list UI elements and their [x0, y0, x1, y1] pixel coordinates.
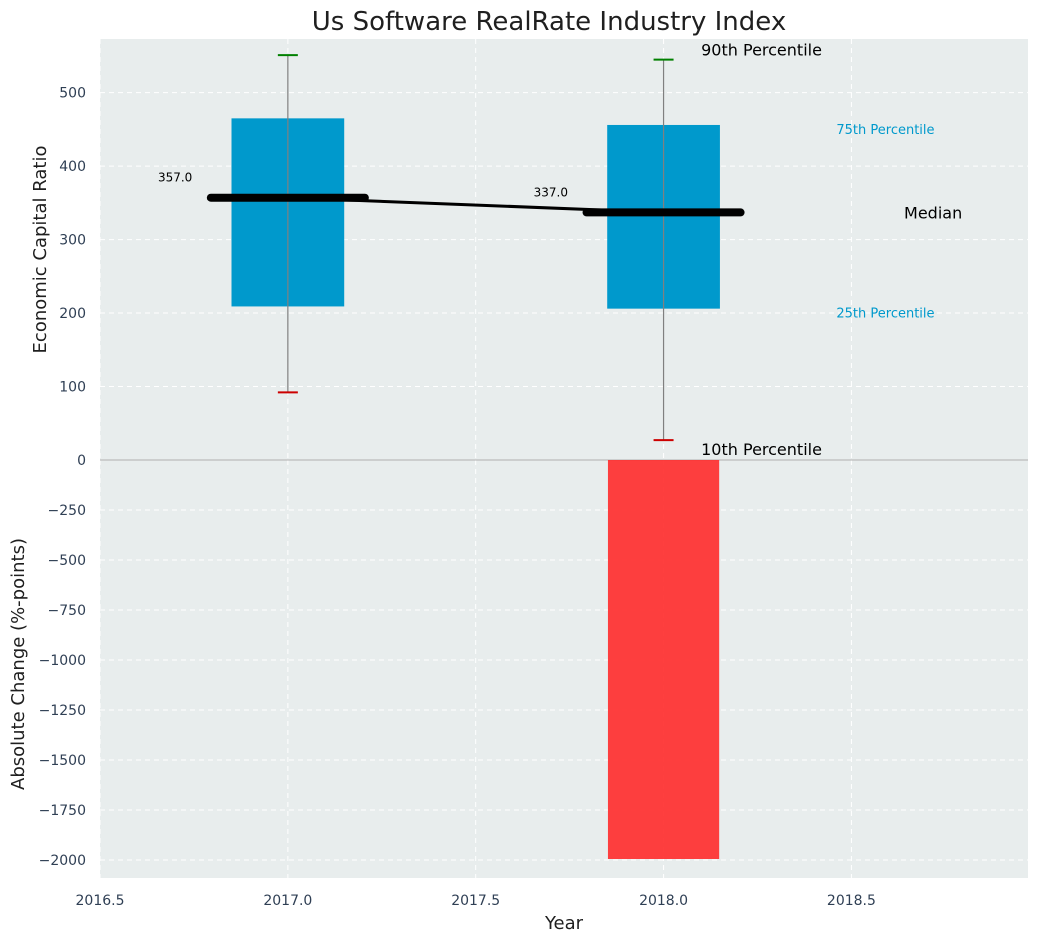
median-annotation: Median — [904, 203, 962, 222]
bottom-y-axis-title: Absolute Change (%-points) — [8, 538, 29, 790]
bottom-y-tick-label: −1750 — [39, 803, 86, 819]
median-value-label: 357.0 — [158, 171, 192, 185]
bottom-y-tick-label: 0 — [77, 453, 86, 469]
bottom-y-tick-label: −750 — [48, 603, 86, 619]
chart-marks: 100 200 300 400 500 0 −250 −500 −750 −1000 −1250 −1… — [39, 39, 1028, 909]
p10-annotation: 10th Percentile — [701, 440, 822, 459]
bottom-y-tick-label: −1500 — [39, 753, 86, 769]
top-y-tick-label: 100 — [59, 380, 86, 396]
bottom-y-tick-label: −500 — [48, 553, 86, 569]
top-y-tick-label: 300 — [59, 233, 86, 249]
bottom-y-tick-label: −1000 — [39, 653, 86, 669]
top-y-axis-title: Economic Capital Ratio — [30, 146, 51, 354]
top-y-tick-label: 400 — [59, 159, 86, 175]
top-y-tick-label: 500 — [59, 86, 86, 102]
p75-annotation: 75th Percentile — [836, 123, 934, 138]
x-tick-label: 2017.5 — [451, 893, 500, 909]
p90-annotation: 90th Percentile — [701, 41, 822, 60]
x-tick-label: 2018.0 — [639, 893, 688, 909]
p25-annotation: 25th Percentile — [836, 307, 934, 322]
x-axis-title: Year — [544, 913, 584, 934]
chart-title: Us Software RealRate Industry Index — [312, 7, 786, 37]
x-tick-label: 2017.0 — [263, 893, 312, 909]
top-y-tick-label: 200 — [59, 306, 86, 322]
bottom-plot-area — [100, 460, 1028, 878]
x-tick-label: 2016.5 — [76, 893, 125, 909]
bottom-y-tick-label: −1250 — [39, 703, 86, 719]
change-bar — [607, 460, 720, 859]
median-value-label: 337.0 — [534, 185, 568, 199]
bottom-y-tick-label: −250 — [48, 503, 86, 519]
bottom-y-tick-label: −2000 — [39, 853, 86, 869]
x-tick-label: 2018.5 — [827, 893, 876, 909]
